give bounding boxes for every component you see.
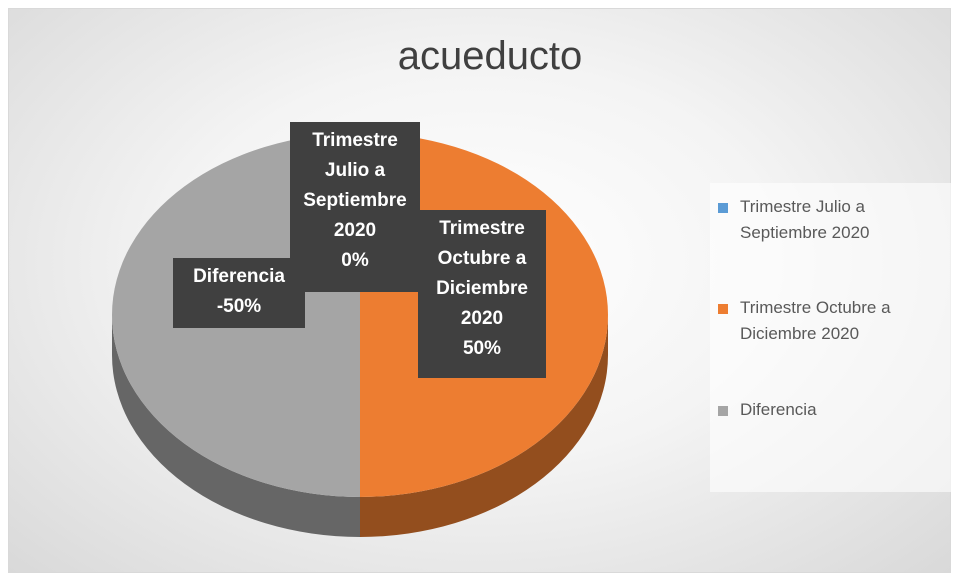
data-label-value: 0% [341, 250, 369, 271]
legend-swatch [718, 203, 728, 213]
data-label: Trimestre Julio a Septiembre 2020 0% [290, 122, 420, 292]
legend: Trimestre Julio a Septiembre 2020 Trimest… [710, 183, 955, 492]
legend-label: Trimestre Octubre a Diciembre 2020 [740, 298, 891, 343]
data-label-category: Trimestre Octubre a Diciembre 2020 [436, 218, 528, 329]
chart-title: acueducto [397, 34, 583, 78]
data-label: Diferencia -50% [173, 258, 305, 328]
legend-swatch [718, 406, 728, 416]
data-label: Trimestre Octubre a Diciembre 2020 50% [418, 210, 546, 378]
data-label-category: Trimestre Julio a Septiembre 2020 [303, 130, 407, 241]
legend-entry: Trimestre Octubre a Diciembre 2020 [718, 295, 950, 347]
data-label-value: -50% [216, 296, 262, 317]
legend-entry: Trimestre Julio a Septiembre 2020 [718, 194, 950, 246]
data-label-value: 50% [462, 338, 502, 359]
legend-label: Diferencia [740, 400, 817, 419]
data-label-category: Diferencia [193, 266, 285, 287]
slice-side [112, 315, 360, 537]
legend-label: Trimestre Julio a Septiembre 2020 [740, 197, 870, 242]
legend-swatch [718, 304, 728, 314]
legend-entry: Diferencia [718, 397, 950, 423]
slice-side [360, 315, 608, 537]
